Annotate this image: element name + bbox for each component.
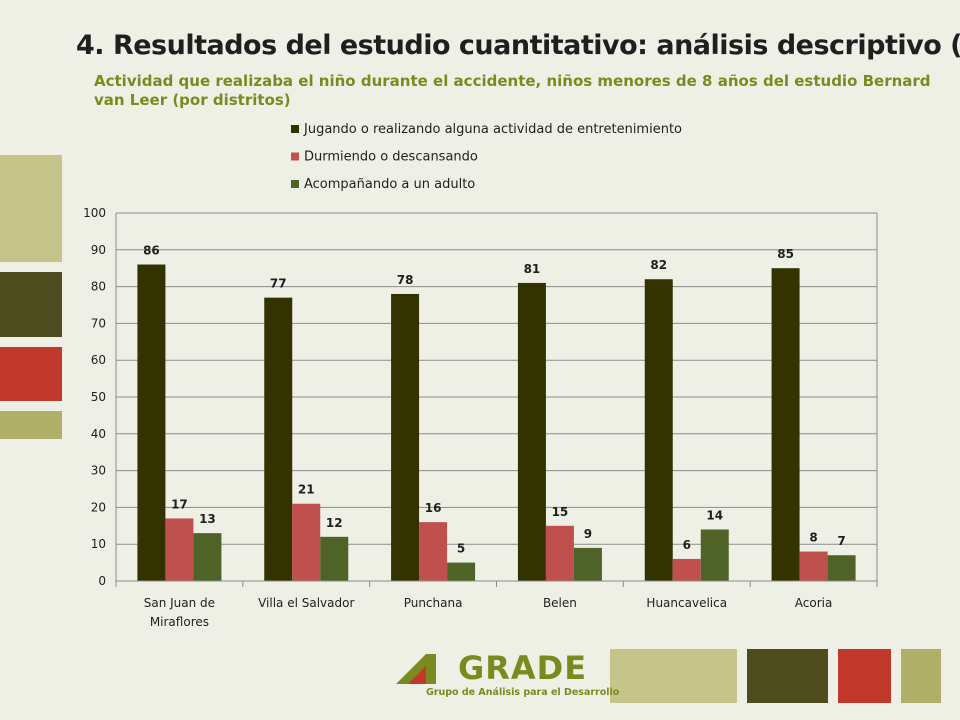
- y-tick-label: 20: [91, 500, 106, 514]
- data-label: 7: [837, 534, 845, 548]
- data-label: 14: [706, 508, 723, 522]
- y-tick-label: 50: [91, 390, 106, 404]
- data-label: 5: [457, 542, 465, 556]
- y-tick-label: 40: [91, 427, 106, 441]
- y-axis: 0 10 20 30 40 50 60 70 80 90 100: [83, 206, 878, 588]
- data-label: 85: [777, 247, 794, 261]
- logo-tagline: Grupo de Análisis para el Desarrollo: [426, 687, 620, 698]
- data-label: 78: [397, 273, 414, 287]
- y-tick-label: 80: [91, 280, 106, 294]
- data-label: 16: [425, 501, 442, 515]
- legend-swatch-1: [291, 125, 299, 133]
- bar-2-4: [545, 525, 574, 581]
- y-tick-label: 0: [98, 574, 106, 588]
- bottom-deco-mid-block: [901, 649, 941, 703]
- data-label: 12: [326, 516, 343, 530]
- x-tick-label: Huancavelica: [646, 596, 727, 610]
- chart-legend: Jugando o realizando alguna actividad de…: [291, 122, 682, 192]
- bar-3-6: [827, 555, 856, 581]
- slide-title: 4. Resultados del estudio cuantitativo: …: [76, 30, 960, 61]
- legend-swatch-3: [291, 180, 299, 188]
- left-deco-red-block: [0, 347, 62, 401]
- bar-2-5: [672, 558, 701, 581]
- y-tick-label: 10: [91, 537, 106, 551]
- left-deco-mid-block: [0, 411, 62, 439]
- bar-3-4: [573, 547, 602, 581]
- bar-1-3: [391, 293, 420, 581]
- bottom-deco-light-block: [610, 649, 737, 703]
- x-tick-label: Punchana: [404, 596, 463, 610]
- y-tick-label: 70: [91, 316, 106, 330]
- data-label: 81: [524, 262, 541, 276]
- left-deco-dark-block: [0, 272, 62, 337]
- x-tick-label: Miraflores: [150, 615, 209, 629]
- x-tick-label: Acoria: [795, 596, 833, 610]
- bar-2-6: [799, 551, 828, 581]
- bar-3-1: [193, 533, 222, 581]
- legend-label-3: Acompañando a un adulto: [304, 177, 475, 192]
- left-deco-light-block: [0, 155, 62, 262]
- slide-subtitle: Actividad que realizaba el niño durante …: [94, 72, 931, 109]
- bar-3-2: [320, 536, 349, 581]
- data-label: 77: [270, 277, 287, 291]
- bar-1-2: [264, 297, 293, 581]
- data-label: 17: [171, 497, 188, 511]
- legend-label-2: Durmiendo o descansando: [304, 150, 478, 165]
- bar-2-1: [165, 518, 194, 581]
- y-tick-label: 90: [91, 243, 106, 257]
- bottom-deco-red-block: [838, 649, 891, 703]
- x-tick-label: Villa el Salvador: [258, 596, 354, 610]
- x-tick-label: San Juan de: [144, 596, 215, 610]
- logo-name: GRADE: [458, 649, 588, 687]
- bar-3-5: [700, 529, 729, 581]
- data-label: 86: [143, 244, 160, 258]
- data-label: 8: [809, 531, 817, 545]
- bar-1-1: [137, 264, 166, 581]
- chart-gridlines: [116, 212, 877, 582]
- legend-swatch-2: [291, 152, 299, 161]
- y-tick-label: 30: [91, 464, 106, 478]
- legend-label-1: Jugando o realizando alguna actividad de…: [303, 122, 682, 137]
- data-label: 21: [298, 483, 315, 497]
- bar-2-3: [419, 522, 448, 581]
- grade-logo: GRADE Grupo de Análisis para el Desarrol…: [396, 649, 619, 701]
- bar-1-4: [517, 282, 546, 581]
- bar-1-6: [771, 268, 800, 581]
- bar-2-2: [292, 503, 321, 581]
- chart-bars: [137, 264, 856, 581]
- grade-logo-mark-icon: [396, 654, 436, 684]
- data-label: 6: [683, 538, 691, 552]
- y-tick-label: 100: [83, 206, 106, 220]
- data-label: 82: [650, 258, 667, 272]
- bottom-deco-dark-block: [747, 649, 828, 703]
- chart-data-labels: 86 17 13 77 21 12 78 16 5 81 15 9 82 6 14 85 8 7: [143, 244, 846, 556]
- data-label: 13: [199, 512, 216, 526]
- bar-1-5: [644, 279, 673, 581]
- y-tick-label: 60: [91, 353, 106, 367]
- x-tick-label: Belen: [543, 596, 577, 610]
- data-label: 15: [552, 505, 569, 519]
- data-label: 9: [584, 527, 592, 541]
- x-axis: San Juan de Miraflores Villa el Salvador Pu…: [115, 580, 878, 629]
- bar-3-3: [447, 562, 476, 581]
